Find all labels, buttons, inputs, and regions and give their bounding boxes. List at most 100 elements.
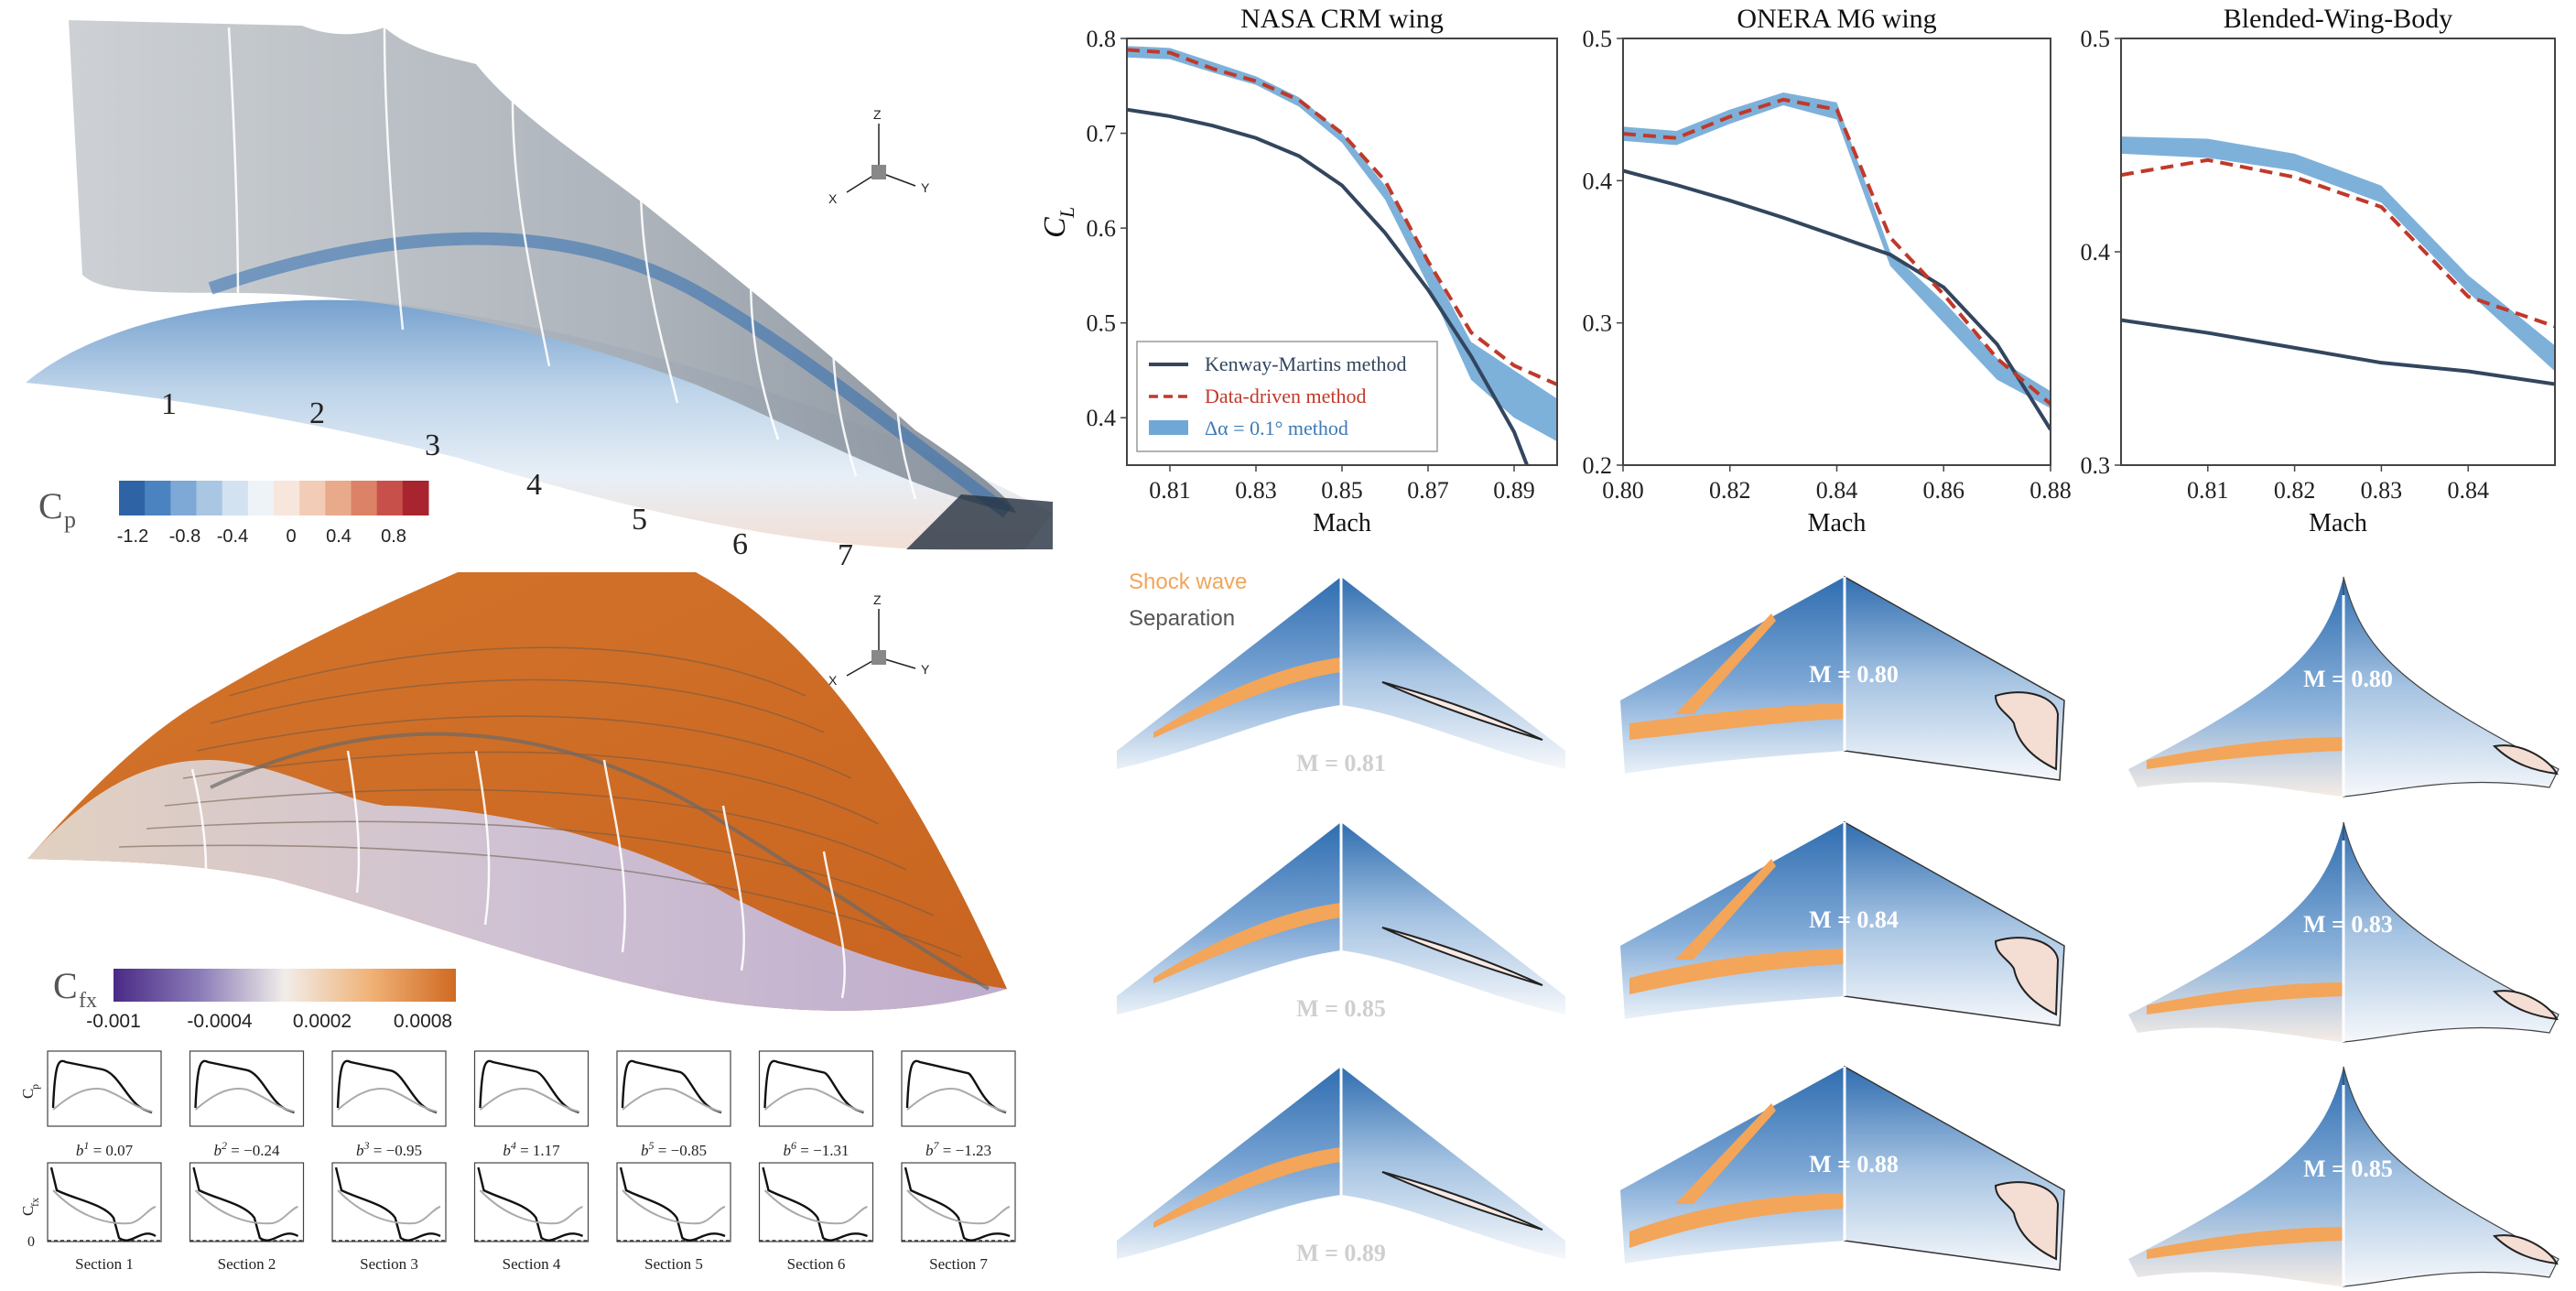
cp-curve-lower: [194, 1088, 295, 1112]
separation-contour: [2492, 990, 2559, 1021]
wing-render-crm: M = 0.89: [1117, 1067, 1565, 1266]
cfx-tick: 0.0002: [293, 1011, 352, 1032]
cfx-plot-frame: [473, 1162, 590, 1242]
wing-render-bwb: M = 0.83: [2128, 821, 2560, 1043]
section-name-label: Section 7: [929, 1255, 988, 1273]
cfx-section-cuts: [190, 750, 846, 999]
shock-wave-region: [1153, 903, 1341, 983]
cfx-colorbar-ticks: -0.001 -0.0004 0.0002 0.0008: [86, 1011, 452, 1032]
cfx-plot-frame: [616, 1162, 731, 1242]
axis-triad-bottom: Z Y X: [828, 592, 930, 688]
cp-colorbar-tick: 0.4: [326, 526, 352, 547]
x-tick-label: 0.81: [2187, 477, 2229, 504]
shock-wave-lambda: [1675, 1103, 1776, 1204]
wing-render-m6: M = 0.84: [1620, 820, 2065, 1026]
section-plot-ylabels: C p C fx 0: [19, 1084, 41, 1250]
legend-swatch-band: [1149, 420, 1188, 435]
cfx-colorbar: C fx -0.001 -0.0004 0.0002 0.0008: [53, 965, 456, 1032]
legend-label-kenway: Kenway-Martins method: [1205, 353, 1407, 375]
cfx-curve-upper: [477, 1166, 584, 1242]
section-plot: b5 = −0.85 Section 5: [616, 1050, 731, 1273]
wing-render-m6: M = 0.80: [1620, 575, 2065, 781]
mach-label: M = 0.85: [1296, 995, 1386, 1022]
y-tick-label: 0.5: [1583, 26, 1613, 52]
shock-wave-region: [2147, 1227, 2343, 1259]
cp-plot-frame: [901, 1050, 1016, 1127]
legend-label-band: Δα = 0.1° method: [1205, 417, 1348, 439]
wing-half-upper: [1620, 1067, 1845, 1264]
y-tick-label: 0.7: [1087, 121, 1117, 147]
section-number: 7: [838, 538, 853, 572]
series-line-kenway-martins: [2121, 318, 2555, 386]
mach-label: M = 0.84: [1809, 906, 1899, 933]
cfx-zero-label: 0: [27, 1234, 35, 1250]
cfx-plot-frame: [189, 1162, 305, 1242]
mach-label: M = 0.81: [1296, 750, 1386, 776]
cp-ylabel-sub: p: [28, 1084, 41, 1090]
cfx-curve-lower: [763, 1189, 868, 1225]
shock-wave-lambda: [1675, 613, 1776, 714]
y-tick-label: 0.4: [2081, 239, 2111, 266]
cfx-curve-lower: [194, 1189, 298, 1225]
shock-wave-region: [1629, 949, 1845, 994]
section-name-label: Section 2: [218, 1255, 276, 1273]
cp-colorbar-cell: [376, 481, 404, 515]
cp-colorbar-tick: -0.8: [169, 526, 200, 547]
y-tick-label: 0.8: [1087, 26, 1117, 52]
cl-chart: 0.80 0.82 0.84 0.86 0.88 0.2 0.3 0.4 0.5 ONERA M6…: [1583, 4, 2072, 537]
cp-colorbar-cell: [145, 481, 171, 515]
x-tick-label: 0.83: [2361, 477, 2403, 504]
shock-wave-legend: Shock wave: [1129, 570, 1247, 594]
shock-wave-region: [1629, 703, 1845, 740]
cp-curve-upper: [905, 1059, 1007, 1114]
cp-colorbar-cell: [247, 481, 275, 515]
cfx-curve-upper: [49, 1166, 157, 1242]
cfx-tick: -0.0004: [187, 1011, 253, 1032]
separation-contour: [2492, 744, 2559, 776]
cp-colorbar-tick: -1.2: [117, 526, 148, 547]
cfx-curve-upper: [619, 1166, 726, 1242]
y-tick-label: 0.4: [1583, 168, 1613, 194]
section-number: 2: [309, 396, 325, 430]
series-line-data-driven: [2121, 157, 2555, 329]
separation-contour: [1994, 1181, 2060, 1261]
section-number: 3: [425, 429, 440, 462]
cp-colorbar-cell: [119, 481, 146, 515]
b-coefficient-label: b1 = 0.07: [76, 1139, 134, 1159]
wing-half-lower: [2343, 821, 2560, 1043]
axis-x-label: X: [828, 673, 838, 688]
y-tick-label: 0.3: [2081, 452, 2111, 479]
wing-grid-legend: Shock wave Separation: [1129, 570, 1247, 631]
wing-render-m6: M = 0.88: [1620, 1065, 2065, 1271]
x-tick-label: 0.84: [1816, 477, 1858, 504]
cp-plot-frame: [47, 1050, 162, 1127]
x-tick-label: 0.83: [1235, 477, 1277, 504]
wing-half-lower: [1341, 577, 1565, 769]
axis-z-label: Z: [873, 107, 882, 122]
wing-half-lower: [1341, 1067, 1565, 1259]
y-tick-label: 0.5: [2081, 26, 2111, 52]
y-axis-label-sub: L: [1055, 207, 1078, 219]
mach-label: M = 0.83: [2303, 911, 2393, 938]
series-band-delta-alpha: [2121, 136, 2555, 372]
section-plot: b7 = −1.23 Section 7: [901, 1050, 1016, 1273]
section-plot: b1 = 0.07 Section 1: [47, 1050, 162, 1273]
wing-half-lower: [1341, 822, 1565, 1014]
b-coefficient-label: b3 = −0.95: [356, 1139, 422, 1159]
section-name-label: Section 5: [644, 1255, 703, 1273]
cp-colorbar-cell: [402, 481, 429, 515]
cp-colorbar-cells: [119, 481, 429, 515]
x-tick-label: 0.88: [2029, 477, 2072, 504]
shock-wave-region: [2147, 982, 2343, 1014]
shock-wave-region: [1629, 1193, 1845, 1248]
mach-label: M = 0.88: [1809, 1151, 1899, 1177]
section-number-labels: 1 2 3 4 5 6 7: [161, 387, 853, 572]
y-tick-label: 0.2: [1583, 452, 1613, 479]
cfx-wing-render: [27, 572, 1007, 1011]
cp-curve-lower: [763, 1088, 864, 1112]
series-line-data-driven: [1623, 97, 2051, 406]
cp-colorbar-cell: [299, 481, 326, 515]
axis-y-label: Y: [921, 180, 930, 195]
x-tick-label: 0.87: [1407, 477, 1449, 504]
wing-render-crm: M = 0.81: [1117, 577, 1565, 776]
